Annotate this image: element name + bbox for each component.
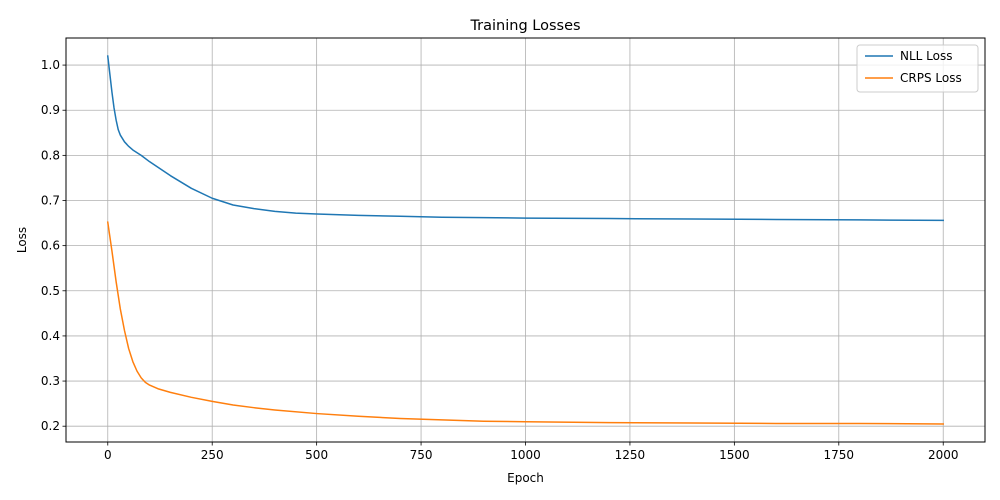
x-tick-label: 500	[305, 448, 328, 462]
x-tick-label: 250	[201, 448, 224, 462]
y-tick-label: 0.4	[41, 329, 60, 343]
x-tick-label: 750	[410, 448, 433, 462]
y-axis-label: Loss	[15, 227, 29, 253]
y-tick-label: 0.9	[41, 103, 60, 117]
x-tick-label: 1500	[719, 448, 750, 462]
series-line-nll-loss	[106, 55, 944, 222]
chart-title: Training Losses	[469, 18, 580, 34]
x-tick-label: 1250	[615, 448, 646, 462]
x-axis-label: Epoch	[507, 471, 544, 485]
x-tick-label: 2000	[928, 448, 959, 462]
legend: NLL Loss CRPS Loss	[856, 44, 979, 93]
y-tick-label: 0.2	[41, 419, 60, 433]
series-lines	[106, 55, 944, 425]
x-tick-label: 0	[104, 448, 112, 462]
x-tick-label: 1000	[510, 448, 541, 462]
y-tick-label: 0.7	[41, 194, 60, 208]
grid	[66, 38, 985, 442]
y-tick-label: 0.3	[41, 374, 60, 388]
y-tick-label: 0.8	[41, 148, 60, 162]
y-tick-label: 1.0	[41, 58, 60, 72]
x-tick-label: 1750	[824, 448, 855, 462]
legend-label-nll: NLL Loss	[900, 49, 952, 63]
series-line-crps-loss	[106, 221, 944, 425]
y-tick-label: 0.6	[41, 239, 60, 253]
legend-label-crps: CRPS Loss	[900, 71, 962, 85]
axis-ticks: 0 250 500 750 1000 1250 1500 1750 2000 0.2 0.3 0.4 0…	[41, 58, 959, 462]
y-tick-label: 0.5	[41, 284, 60, 298]
